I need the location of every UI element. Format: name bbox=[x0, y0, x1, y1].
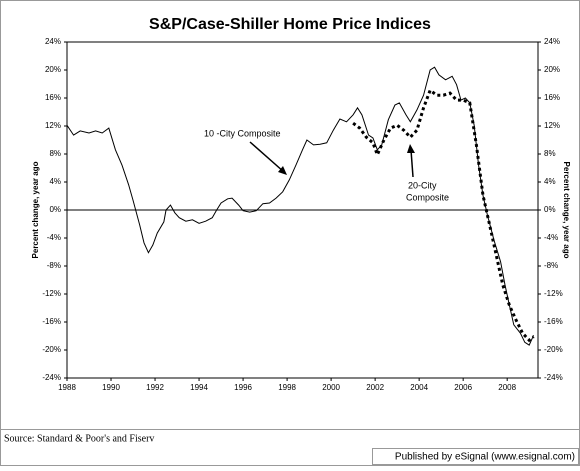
y2-tick-label: -20% bbox=[544, 345, 563, 354]
y-tick-label: 8% bbox=[49, 149, 61, 158]
series-line bbox=[352, 87, 535, 343]
y2-tick-label: 4% bbox=[544, 177, 556, 186]
y-tick-label: -16% bbox=[42, 317, 61, 326]
arrow bbox=[249, 141, 285, 173]
series-line bbox=[66, 66, 535, 346]
y2-tick-label: 16% bbox=[544, 93, 560, 102]
annotation: 20-City bbox=[408, 180, 437, 190]
x-tick-label: 2000 bbox=[322, 383, 340, 392]
x-tick-label: 2002 bbox=[366, 383, 384, 392]
x-tick-label: 2008 bbox=[498, 383, 516, 392]
publisher-box bbox=[372, 448, 579, 465]
y2-tick-label: -12% bbox=[544, 289, 563, 298]
arrow bbox=[410, 149, 414, 178]
y2-tick-label: 24% bbox=[544, 37, 560, 46]
x-tick-label: 1996 bbox=[234, 383, 252, 392]
y-tick-label: -24% bbox=[42, 373, 61, 382]
y2-tick-label: -24% bbox=[544, 373, 563, 382]
y-tick-label: -12% bbox=[42, 289, 61, 298]
x-tick-label: 1998 bbox=[278, 383, 296, 392]
y2-tick-label: 8% bbox=[544, 149, 556, 158]
annotation: 10 -City Composite bbox=[204, 128, 281, 138]
y2-tick-label: -4% bbox=[544, 233, 558, 242]
annotation: Composite bbox=[406, 192, 449, 202]
y2-tick-label: -16% bbox=[544, 317, 563, 326]
chart-title: S&P/Case-Shiller Home Price Indices bbox=[149, 16, 431, 33]
x-tick-label: 2004 bbox=[410, 383, 428, 392]
x-tick-label: 1994 bbox=[190, 383, 208, 392]
y-tick-label: 24% bbox=[45, 37, 61, 46]
arrow-head bbox=[278, 166, 287, 175]
y-tick-label: -8% bbox=[47, 261, 61, 270]
y-tick-label: 0% bbox=[49, 205, 61, 214]
source-note: Source: Standard & Poor's and Fiserv bbox=[4, 433, 154, 444]
y-tick-label: -4% bbox=[47, 233, 61, 242]
y2-tick-label: -8% bbox=[544, 261, 558, 270]
y2-axis-label: Percent change, year ago bbox=[562, 162, 571, 259]
x-tick-label: 1988 bbox=[58, 383, 76, 392]
y-axis-label: Percent change, year ago bbox=[31, 161, 40, 258]
x-tick-label: 1992 bbox=[146, 383, 164, 392]
arrow-head bbox=[407, 144, 415, 153]
y-tick-label: 16% bbox=[45, 93, 61, 102]
publisher-note: Published by eSignal (www.esignal.com) bbox=[395, 452, 575, 463]
y-tick-label: -20% bbox=[42, 345, 61, 354]
y2-tick-label: 20% bbox=[544, 65, 560, 74]
x-tick-label: 2006 bbox=[454, 383, 472, 392]
y-tick-label: 12% bbox=[45, 121, 61, 130]
y-tick-label: 4% bbox=[49, 177, 61, 186]
x-tick-label: 1990 bbox=[102, 383, 120, 392]
y-tick-label: 20% bbox=[45, 65, 61, 74]
y2-tick-label: 12% bbox=[544, 121, 560, 130]
y2-tick-label: 0% bbox=[544, 205, 556, 214]
